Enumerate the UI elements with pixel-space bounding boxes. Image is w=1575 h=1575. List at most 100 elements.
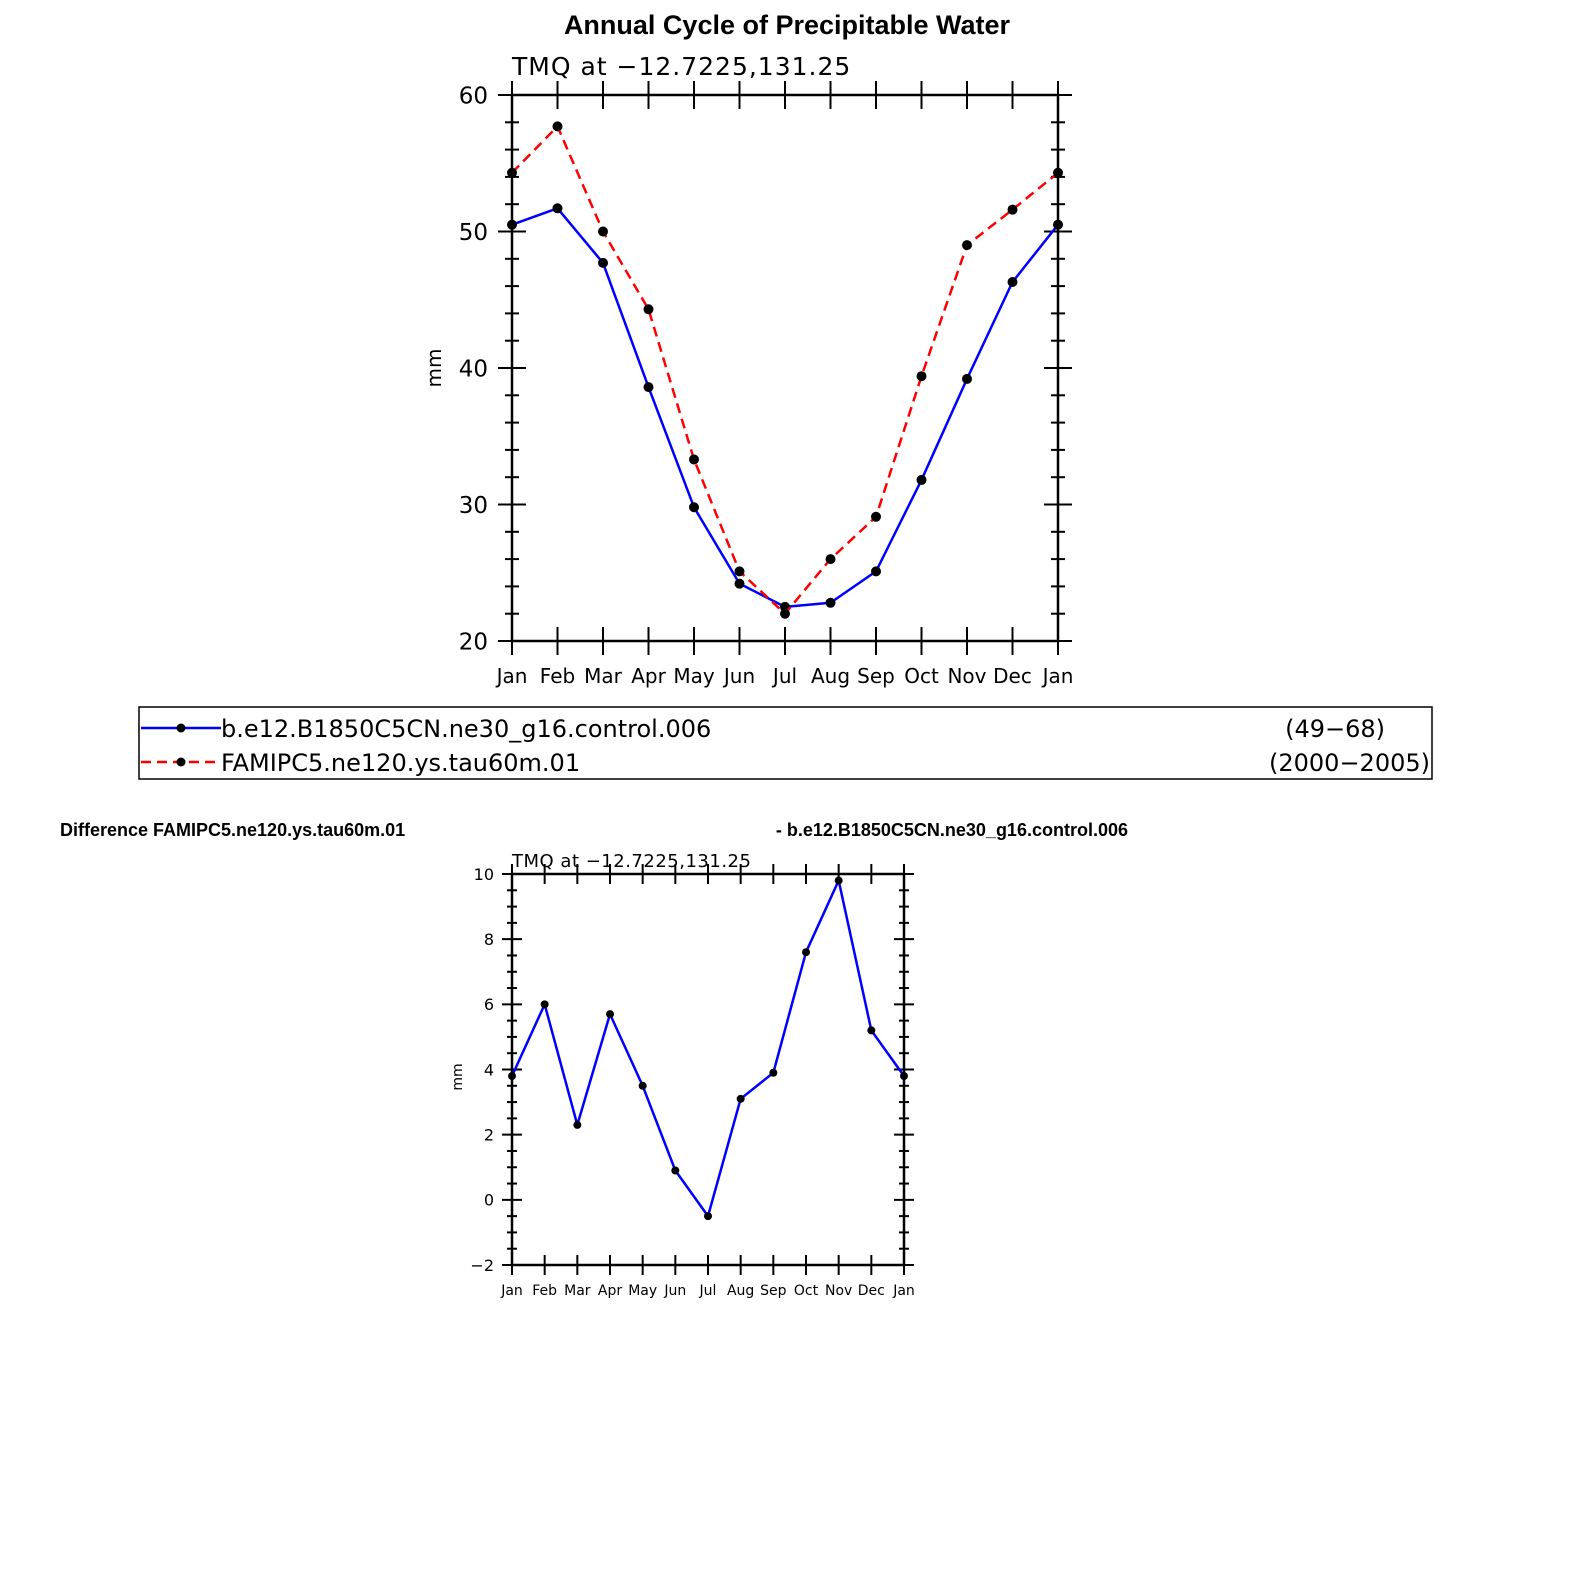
legend: b.e12.B1850C5CN.ne30_g16.control.006 (49… (138, 706, 1433, 780)
chart1-xtick-label: Nov (947, 664, 986, 688)
legend-entry-control: b.e12.B1850C5CN.ne30_g16.control.006 (49… (141, 715, 1385, 743)
legend-marker-famipc5 (176, 757, 186, 767)
chart2-xtick-label: Feb (532, 1283, 557, 1299)
chart2-xtick-label: Jan (892, 1283, 915, 1299)
chart1-xtick-label: May (673, 664, 715, 688)
chart1-plot: Jan Feb Mar Apr May Jun Jul Aug Sep Oct Nov Dec Jan 2… (459, 81, 1074, 688)
chart2-series-0-point (638, 1081, 647, 1090)
chart1-series-0-point (689, 502, 699, 513)
chart1-xtick-label: Dec (993, 664, 1032, 688)
chart1-series-1-point (552, 121, 563, 132)
chart2-ytick-label: 10 (474, 865, 494, 884)
chart1-xtick-label: Mar (584, 664, 623, 688)
chart1-series-0-point (1053, 219, 1063, 230)
chart1-series-0-point (962, 373, 972, 384)
chart2-series-0-point (540, 1000, 549, 1009)
chart1-series-1-point (734, 566, 745, 577)
chart1-ytick-label: 20 (459, 629, 488, 655)
chart2-xtick-label: Jun (663, 1283, 686, 1299)
chart1-series-1-point (825, 554, 836, 565)
chart2-subtitle: TMQ at −12.7225,131.25 (511, 851, 751, 872)
chart2-series-0-point (606, 1010, 614, 1019)
chart2-xtick-label: Nov (825, 1283, 852, 1299)
chart2-series-0-point (508, 1072, 516, 1081)
chart2-ytick-label: −2 (470, 1256, 494, 1275)
chart1-series-0-point (1007, 277, 1018, 288)
chart2-xtick-label: Mar (564, 1283, 591, 1299)
chart1-series-1-point (643, 304, 654, 315)
chart2-xtick-label: Dec (858, 1283, 885, 1299)
chart1-xtick-label: Apr (631, 664, 666, 688)
chart1-xtick-label: Aug (811, 664, 850, 688)
chart1-series-1-point (507, 167, 517, 178)
chart1-xtick-label: Feb (540, 664, 575, 688)
chart1-series-1-point (689, 454, 699, 465)
chart1-series-0-point (552, 203, 563, 214)
chart1-series-1-point (1053, 167, 1063, 178)
chart2-series-0-point (834, 876, 843, 885)
chart1-series-0-line (511, 207, 1059, 609)
chart2-series-0-point (769, 1068, 778, 1077)
chart1-series-0-point (643, 382, 654, 393)
chart2-series-0-point (573, 1120, 582, 1129)
legend-marker-control (176, 723, 186, 733)
chart1-series-0-point (598, 257, 608, 268)
chart2-ytick-label: 4 (484, 1060, 494, 1079)
chart2-xtick-label: Aug (727, 1283, 754, 1299)
legend-years-control: (49−68) (1285, 715, 1385, 743)
legend-label-famipc5: FAMIPC5.ne120.ys.tau60m.01 (221, 749, 580, 777)
chart1-series-0-point (734, 578, 745, 589)
chart1-xtick-label: Jun (722, 664, 755, 688)
chart1-series-0-point (916, 474, 927, 485)
chart1-ylabel: mm (422, 349, 446, 388)
chart2-ytick-label: 0 (484, 1191, 494, 1210)
chart1-xtick-label: Oct (904, 664, 939, 688)
legend-box (138, 706, 1433, 780)
chart1-xtick-label: Jul (771, 664, 797, 688)
chart2-plot: Jan Feb Mar Apr May Jun Jul Aug Sep Oct Nov Dec Jan−… (470, 864, 915, 1299)
chart2-series-0-point (867, 1026, 876, 1035)
chart2-ylabel: mm (450, 1063, 466, 1090)
chart1-ytick-label: 50 (459, 220, 488, 246)
chart1-series-1-point (598, 226, 608, 237)
chart2-ytick-label: 8 (484, 930, 494, 949)
chart1-series-1-point (962, 240, 972, 251)
chart2-xtick-label: Jul (699, 1283, 717, 1299)
chart2-series-0-point (671, 1166, 680, 1175)
chart1-series-0-point (825, 597, 836, 608)
chart2-series-0-point (802, 948, 810, 957)
chart1-subtitle: TMQ at −12.7225,131.25 (511, 52, 851, 81)
chart2-xtick-label: Apr (598, 1283, 622, 1299)
chart1-xtick-label: Jan (495, 664, 528, 688)
diff-title-right: - b.e12.B1850C5CN.ne30_g16.control.006 (776, 820, 1128, 840)
chart1-series-1-point (916, 371, 927, 382)
chart1-ytick-label: 60 (459, 83, 488, 109)
chart1-ytick-label: 40 (459, 356, 488, 382)
chart2-xtick-label: Oct (794, 1283, 819, 1299)
chart2-xtick-label: May (628, 1283, 657, 1299)
chart1-series-0-point (871, 566, 881, 577)
chart2-series-0-line (510, 879, 906, 1218)
diff-title-left: Difference FAMIPC5.ne120.ys.tau60m.01 (60, 820, 405, 840)
chart1-series-1-point (1007, 204, 1018, 215)
chart2-xtick-label: Sep (760, 1283, 787, 1299)
chart1-series-0-point (507, 219, 517, 230)
legend-years-famipc5: (2000−2005) (1269, 749, 1430, 777)
page-title: Annual Cycle of Precipitable Water (564, 10, 1011, 40)
chart1-series-1-point (871, 511, 881, 522)
chart2-series-0-point (736, 1094, 745, 1103)
chart2-ytick-label: 6 (484, 995, 494, 1014)
legend-label-control: b.e12.B1850C5CN.ne30_g16.control.006 (221, 715, 711, 743)
chart1-frame (510, 93, 1060, 643)
chart1-xtick-label: Sep (857, 664, 895, 688)
chart1-series-1-point (780, 608, 790, 619)
chart2-series-0-point (704, 1212, 712, 1221)
chart2-xtick-label: Jan (500, 1283, 523, 1299)
chart1-ytick-label: 30 (459, 493, 488, 519)
legend-entry-famipc5: FAMIPC5.ne120.ys.tau60m.01 (2000−2005) (141, 749, 1430, 777)
chart1-series-1-line (511, 125, 1059, 615)
chart2-series-0-point (900, 1072, 908, 1081)
chart1-xtick-label: Jan (1041, 664, 1074, 688)
chart2-ytick-label: 2 (484, 1125, 494, 1144)
